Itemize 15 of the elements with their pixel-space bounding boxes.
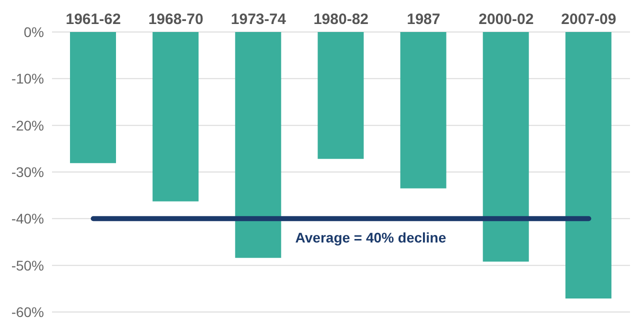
y-tick-label: -40% [11,210,44,227]
y-tick-label: 0% [24,24,44,40]
x-tick-label: 1973-74 [230,11,287,28]
x-tick-label: 1980-82 [313,11,369,28]
x-tick-label: 1961-62 [66,11,121,28]
x-tick-label: 2000-02 [478,11,534,28]
y-tick-label: -10% [11,70,44,87]
x-tick-label: 1987 [406,11,440,28]
y-tick-label: -30% [11,164,44,180]
y-tick-label: -50% [11,257,44,274]
y-tick-label: -60% [11,304,44,320]
x-tick-label: 1968-70 [148,11,204,28]
annotation: Average = 40% decline [295,230,446,246]
y-tick-label: -20% [11,117,44,134]
x-tick-label: 2007-09 [561,11,616,28]
